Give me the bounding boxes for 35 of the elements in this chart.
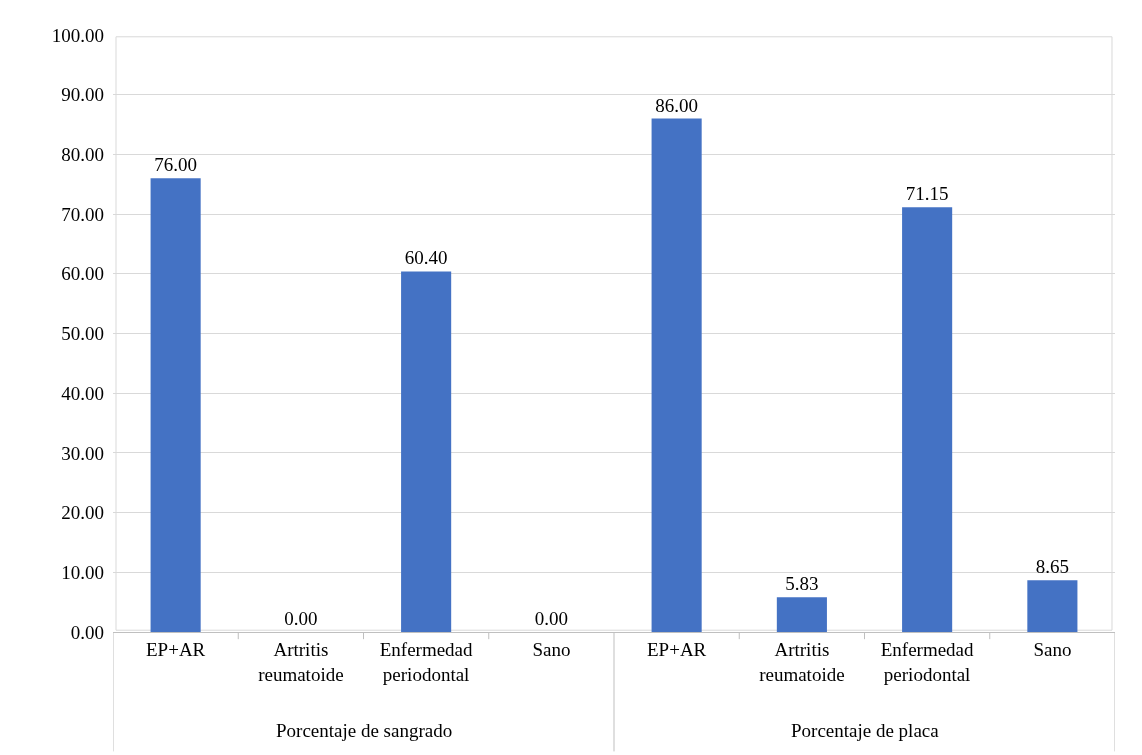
data-label: 86.00 [655,94,699,116]
data-label: 0.00 [534,608,568,629]
data-label: 8.65 [1035,556,1070,578]
y-tick-label: 90.00 [61,84,104,106]
bar [902,207,953,632]
y-tick-label: 80.00 [61,144,104,166]
x-tick-label: Enfermedad periodontal [379,638,474,685]
y-tick-label: 0.00 [70,621,104,643]
y-tick-label: 50.00 [61,323,104,345]
x-tick-label: EP+AR [646,638,707,660]
x-tick-label: Sano [532,638,571,660]
text: Porcentaje de placa [791,720,940,741]
y-tick-label: 40.00 [61,382,104,404]
x-tick-label: Artritis reumatoide [258,638,344,685]
y-tick-label: 100.00 [51,24,104,46]
y-tick-label: 10.00 [61,561,104,583]
bar [1027,580,1078,632]
data-label: 76.00 [154,154,198,176]
data-label: 5.83 [785,573,819,595]
x-tick-label: Sano [1033,638,1072,660]
x-tick-label: EP+AR [145,638,206,660]
y-tick-label: 70.00 [61,203,104,225]
y-tick-label: 20.00 [61,502,104,524]
bar [776,597,827,632]
bar [150,178,201,632]
text: Porcentaje de sangrado [276,720,453,741]
bar [401,271,452,632]
x-tick-label: Enfermedad periodontal [880,638,975,685]
x-tick-label: Artritis reumatoide [759,638,845,685]
bar [651,118,702,632]
data-label: 0.00 [284,608,318,629]
data-label: 60.40 [404,247,448,269]
y-tick-label: 30.00 [61,442,104,464]
y-tick-label: 60.00 [61,263,104,285]
data-label: 71.15 [905,183,949,205]
